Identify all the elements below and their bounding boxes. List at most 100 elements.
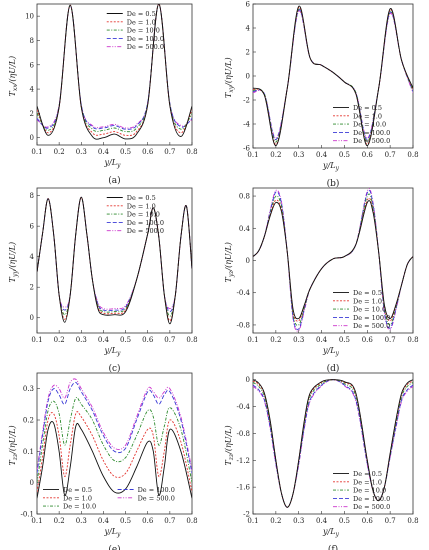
x-tick-label: 0.7	[164, 148, 175, 156]
series-line-4	[253, 189, 413, 330]
y-tick-label: 0.2	[23, 417, 34, 425]
y-axis-label: Txx/(ηU/L)	[8, 56, 19, 97]
y-tick-label: -2	[243, 97, 250, 105]
y-tick-label: 0.3	[23, 385, 34, 393]
legend-entry: De = 100.0	[127, 219, 164, 227]
y-tick-label: 0	[246, 257, 250, 265]
y-tick-label: 10	[25, 13, 34, 21]
y-tick-label: 8	[30, 37, 34, 45]
x-axis-label: y/Ly	[104, 158, 122, 169]
y-tick-label: 4	[30, 253, 35, 261]
series-line-3	[253, 193, 413, 326]
x-tick-label: 0.5	[339, 151, 350, 159]
y-tick-label: -0.1	[21, 511, 35, 519]
x-tick-label: 0.6	[142, 148, 154, 156]
legend-entry: De = 0.5	[353, 470, 382, 478]
y-tick-label: 2	[30, 110, 34, 118]
plot-frame	[252, 372, 414, 515]
legend-entry: De = 0.5	[353, 104, 382, 112]
y-tick-label: 6	[30, 61, 35, 69]
x-tick-label: 0.3	[293, 336, 304, 344]
legend-entry: De = 500.0	[353, 322, 390, 330]
x-tick-label: 0.2	[54, 148, 65, 156]
x-tick-label: 0.1	[31, 517, 42, 525]
legend-entry: De = 0.5	[63, 486, 92, 494]
series-line-3	[253, 8, 413, 143]
legend: De = 0.5De = 1.0De = 10.0De = 100.0De = …	[43, 486, 175, 511]
legend: De = 0.5De = 1.0De = 10.0De = 100.0De = …	[106, 10, 164, 51]
legend: De = 0.5De = 1.0De = 10.0De = 100.0De = …	[333, 104, 390, 145]
legend-entry: De = 1.0	[353, 112, 382, 120]
x-tick-label: 0.6	[362, 336, 374, 344]
panel-label: (a)	[108, 175, 120, 186]
y-tick-label: 6	[246, 1, 251, 9]
legend-entry: De = 0.5	[353, 289, 382, 297]
legend-entry: De = 500.0	[353, 137, 390, 145]
series-line-1	[253, 200, 413, 320]
series-line-2	[253, 379, 413, 508]
series-line-5	[37, 378, 192, 471]
legend-entry: De = 500.0	[127, 43, 164, 51]
x-tick-label: 0.7	[164, 336, 175, 344]
x-tick-label: 0.5	[339, 517, 350, 525]
x-tick-label: 0.8	[407, 517, 418, 525]
series-line-1	[37, 421, 192, 499]
legend-entry: De = 0.5	[127, 10, 156, 18]
legend-entry: De = 1.0	[353, 478, 382, 486]
x-tick-label: 0.5	[120, 517, 131, 525]
y-tick-label: 8	[30, 192, 34, 200]
legend: De = 0.5De = 1.0De = 10.0De = 100.0De = …	[106, 194, 164, 235]
series-line-1	[253, 379, 413, 508]
series-line-3	[253, 379, 413, 508]
x-tick-label: 0.2	[270, 336, 281, 344]
y-tick-label: 2	[30, 284, 34, 292]
x-axis-label: y/Ly	[322, 161, 340, 172]
x-tick-label: 0.6	[142, 517, 154, 525]
plot-frame	[36, 372, 193, 515]
y-axis-label: Tzz/(ηU/L)	[224, 425, 235, 465]
x-tick-label: 0.3	[293, 517, 304, 525]
x-tick-label: 0.7	[164, 517, 175, 525]
panel-label: (f)	[328, 544, 338, 550]
legend-entry: De = 10.0	[63, 503, 96, 511]
series-line-1	[253, 5, 413, 147]
plot-frame	[252, 3, 414, 149]
x-tick-label: 0.8	[407, 151, 418, 159]
series-line-1	[37, 4, 192, 140]
series-line-5	[253, 379, 413, 508]
x-tick-label: 0.3	[76, 336, 87, 344]
y-tick-label: 0	[246, 73, 250, 81]
y-axis-label: Tzz/(ηU/L)	[8, 425, 19, 465]
y-tick-label: -1.6	[237, 484, 251, 492]
y-axis-label: Txy/(ηU/L)	[224, 57, 235, 98]
x-tick-label: 0.6	[362, 151, 374, 159]
legend-entry: De = 10.0	[353, 306, 386, 314]
legend-entry: De = 500.0	[138, 494, 175, 502]
y-axis-label: Tyz/(ηU/L)	[224, 242, 235, 282]
legend-entry: De = 1.0	[127, 202, 156, 210]
series-line-5	[37, 4, 192, 129]
legend-entry: De = 1.0	[63, 494, 92, 502]
y-tick-label: 4	[30, 86, 35, 94]
legend-entry: De = 10.0	[127, 211, 160, 219]
y-tick-label: -4	[243, 121, 250, 129]
legend-entry: De = 10.0	[127, 27, 160, 35]
legend-entry: De = 100.0	[353, 495, 390, 503]
x-tick-label: 0.1	[247, 336, 258, 344]
y-tick-label: -6	[243, 145, 250, 153]
x-axis-label: y/Ly	[104, 346, 122, 357]
x-tick-label: 0.4	[316, 517, 328, 525]
legend-entry: De = 100.0	[353, 314, 390, 322]
y-tick-label: -0.4	[237, 403, 251, 411]
x-tick-label: 0.5	[120, 336, 131, 344]
chart-panel-2: 0.1 0.2 0.3 0.4 0.5 0.6 0.7 0.8 -6 -4 -2 0 2 4 6 y/Ly Tx…	[224, 1, 419, 190]
y-tick-label: 0.4	[239, 225, 251, 233]
x-tick-label: 0.3	[293, 151, 304, 159]
series-line-3	[37, 4, 192, 133]
legend-entry: De = 100.0	[127, 35, 164, 43]
legend-entry: De = 10.0	[353, 121, 386, 129]
legend: De = 0.5De = 1.0De = 10.0De = 100.0De = …	[333, 289, 390, 330]
x-tick-label: 0.6	[142, 336, 154, 344]
x-tick-label: 0.5	[120, 148, 131, 156]
x-tick-label: 0.4	[98, 148, 110, 156]
